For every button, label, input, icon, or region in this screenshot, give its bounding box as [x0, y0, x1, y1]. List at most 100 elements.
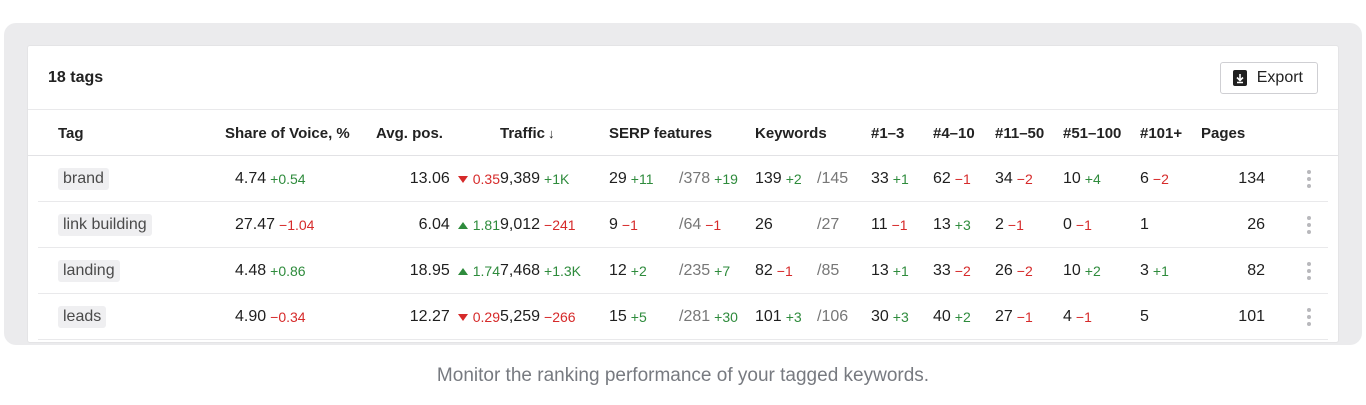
export-button[interactable]: Export	[1219, 62, 1318, 94]
col-tag[interactable]: Tag	[58, 125, 84, 142]
cell-keywords: 82 −1	[755, 248, 793, 294]
cell-share-of-voice: 4.48 +0.86	[235, 248, 306, 294]
kebab-menu-icon[interactable]	[1305, 262, 1313, 280]
pages-value[interactable]: 82	[1247, 262, 1265, 279]
rank-101-delta: +1	[1152, 263, 1169, 279]
rank-4-10-value: 33	[933, 262, 951, 279]
rank-51-100-value: 10	[1063, 262, 1081, 279]
table-row[interactable]: brand 4.74 +0.54 13.06 0.35 9,389 +1K 29…	[38, 156, 1328, 202]
sov-value: 4.48	[235, 262, 267, 279]
col-rank-11-50[interactable]: #11–50	[995, 125, 1045, 142]
keywords-total: /106	[817, 308, 849, 325]
rank-4-10-delta: −2	[954, 263, 971, 279]
sov-value: 4.74	[235, 170, 267, 187]
rank-101-value: 3	[1140, 262, 1149, 279]
sov-value: 27.47	[235, 216, 276, 233]
rank-4-10-delta: +2	[954, 309, 971, 325]
serp-total-delta: +30	[714, 309, 738, 325]
col-rank-4-10[interactable]: #4–10	[933, 125, 975, 142]
keywords-value: 26	[755, 216, 773, 233]
serp-value: 29	[609, 170, 627, 187]
keywords-delta: −1	[776, 263, 793, 279]
col-share-of-voice[interactable]: Share of Voice, %	[225, 125, 350, 142]
cell-keywords: 26	[755, 202, 777, 248]
cell-serp-count: 29 +11	[609, 156, 654, 202]
keywords-total: /145	[817, 170, 849, 187]
rank-101-delta: −2	[1152, 171, 1169, 187]
col-rank-51-100[interactable]: #51–100	[1063, 125, 1122, 142]
keywords-value: 139	[755, 170, 782, 187]
tag-chip[interactable]: brand	[58, 168, 109, 190]
tags-count-title: 18 tags	[48, 69, 104, 86]
table-row[interactable]: leads 4.90 −0.34 12.27 0.29 5,259 −266 1…	[38, 294, 1328, 340]
tag-chip[interactable]: link building	[58, 214, 152, 236]
tag-chip[interactable]: leads	[58, 306, 107, 328]
rank-51-100-delta: −1	[1075, 217, 1092, 233]
kebab-menu-icon[interactable]	[1305, 216, 1313, 234]
cell-rank-4-10: 33 −2	[933, 248, 971, 294]
cell-serp-total: /378 +19	[679, 156, 738, 202]
col-keywords[interactable]: Keywords	[755, 125, 827, 142]
cell-avg-pos: 13.06 0.35	[376, 156, 500, 202]
rank-11-50-value: 34	[995, 170, 1013, 187]
cell-rank-4-10: 62 −1	[933, 156, 971, 202]
cell-rank-4-10: 13 +3	[933, 202, 971, 248]
rank-101-value: 1	[1140, 216, 1149, 233]
triangle-down-icon	[457, 313, 468, 321]
cell-rank-1-3: 33 +1	[871, 156, 909, 202]
col-serp-features[interactable]: SERP features	[609, 125, 713, 142]
serp-delta: +5	[630, 309, 647, 325]
traffic-delta: +1K	[544, 171, 570, 187]
rank-1-3-delta: −1	[891, 217, 908, 233]
cell-keywords: 139 +2	[755, 156, 802, 202]
sov-delta: +0.54	[270, 171, 306, 187]
cell-rank-1-3: 13 +1	[871, 248, 909, 294]
cell-avg-pos: 12.27 0.29	[376, 294, 500, 340]
sov-delta: +0.86	[270, 263, 306, 279]
keywords-delta: +2	[785, 171, 802, 187]
col-rank-101-plus[interactable]: #101+	[1140, 125, 1183, 142]
avg-pos-value: 13.06	[409, 170, 450, 187]
traffic-value: 9,389	[500, 170, 541, 187]
serp-value: 15	[609, 308, 627, 325]
cell-serp-total: /64 −1	[679, 202, 721, 248]
rank-4-10-value: 40	[933, 308, 951, 325]
cell-rank-101-plus: 3 +1	[1140, 248, 1169, 294]
cell-keywords-total: /106	[817, 294, 848, 340]
cell-rank-51-100: 0 −1	[1063, 202, 1092, 248]
col-traffic[interactable]: Traffic ↓	[500, 125, 555, 142]
col-avg-pos[interactable]: Avg. pos.	[376, 125, 443, 142]
tag-chip[interactable]: landing	[58, 260, 120, 282]
serp-value: 12	[609, 262, 627, 279]
serp-total-delta: +19	[714, 171, 738, 187]
cell-tag: leads	[58, 294, 107, 340]
sov-delta: −0.34	[270, 309, 306, 325]
keywords-total: /85	[817, 262, 840, 279]
rank-51-100-value: 10	[1063, 170, 1081, 187]
cell-rank-11-50: 2 −1	[995, 202, 1024, 248]
table-row[interactable]: landing 4.48 +0.86 18.95 1.74 7,468 +1.3…	[38, 248, 1328, 294]
kebab-menu-icon[interactable]	[1305, 308, 1313, 326]
cell-rank-101-plus: 5	[1140, 294, 1153, 340]
rank-1-3-delta: +3	[892, 309, 909, 325]
rank-11-50-delta: −1	[1007, 217, 1024, 233]
rank-1-3-delta: +1	[892, 263, 909, 279]
col-rank-1-3[interactable]: #1–3	[871, 125, 905, 142]
rank-4-10-delta: −1	[954, 171, 971, 187]
cell-share-of-voice: 4.90 −0.34	[235, 294, 306, 340]
pages-value[interactable]: 101	[1238, 308, 1265, 325]
pages-value[interactable]: 26	[1247, 216, 1265, 233]
cell-rank-101-plus: 1	[1140, 202, 1153, 248]
sov-delta: −1.04	[279, 217, 315, 233]
serp-total: /235	[679, 262, 711, 279]
cell-rank-1-3: 11 −1	[871, 202, 908, 248]
cell-serp-count: 15 +5	[609, 294, 647, 340]
cell-rank-11-50: 27 −1	[995, 294, 1033, 340]
cell-serp-total: /235 +7	[679, 248, 730, 294]
kebab-menu-icon[interactable]	[1305, 170, 1313, 188]
table-row[interactable]: link building 27.47 −1.04 6.04 1.81 9,01…	[38, 202, 1328, 248]
col-pages[interactable]: Pages	[1201, 125, 1246, 142]
cell-serp-count: 12 +2	[609, 248, 647, 294]
traffic-value: 7,468	[500, 262, 541, 279]
pages-value[interactable]: 134	[1238, 170, 1265, 187]
